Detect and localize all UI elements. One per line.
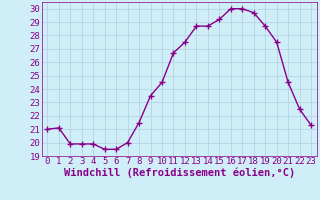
X-axis label: Windchill (Refroidissement éolien,°C): Windchill (Refroidissement éolien,°C): [64, 168, 295, 178]
